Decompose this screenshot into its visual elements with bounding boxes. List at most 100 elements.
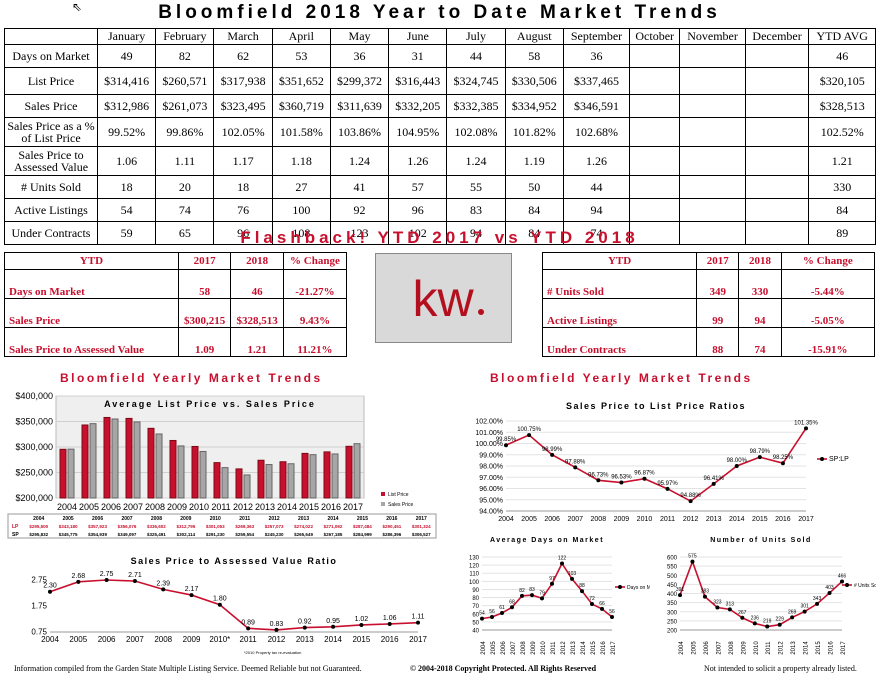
y-tick-label: $400,000 bbox=[15, 391, 53, 401]
table-row: Days on Market 49 82 62 53 36 31 44 58 36 46 bbox=[4, 44, 876, 68]
legend-label: Sales Price bbox=[388, 502, 414, 508]
x-tick-label: 2011 bbox=[660, 516, 675, 523]
x-tick-label: 2015 bbox=[591, 641, 597, 655]
x-tick-label: 2004 bbox=[498, 516, 514, 523]
table-cell: 36 bbox=[329, 44, 390, 68]
table-cell bbox=[629, 146, 681, 176]
compare-row-label: Active Listings bbox=[541, 298, 698, 328]
table-cell bbox=[744, 198, 810, 222]
table-cell: 99.86% bbox=[155, 117, 215, 147]
x-tick-label: 2007 bbox=[126, 635, 144, 644]
compare-header-cell: YTD bbox=[541, 252, 698, 270]
data-label: 56 bbox=[609, 609, 615, 615]
x-tick-label: 2013 bbox=[296, 635, 314, 644]
data-table-lp-value: $357,923 bbox=[88, 524, 107, 529]
data-point bbox=[480, 616, 484, 621]
compare-cell: 349 bbox=[696, 269, 740, 299]
x-tick-label: 2008 bbox=[154, 635, 172, 644]
data-point bbox=[777, 622, 782, 627]
x-tick-label: 2015 bbox=[299, 502, 319, 512]
row-label: Sales Price bbox=[4, 94, 98, 118]
x-tick-label: 2012 bbox=[268, 635, 286, 644]
data-label: 0.83 bbox=[270, 621, 284, 628]
row-label: Sales Price to Assessed Value bbox=[4, 146, 98, 176]
data-point bbox=[752, 621, 757, 626]
compare-table-right: YTD 2017 2018% Change # Units Sold 349 330 -5.… bbox=[541, 252, 876, 357]
compare-row-label: Sales Price to Assessed Value bbox=[4, 327, 179, 357]
data-label: 72 bbox=[589, 596, 595, 602]
data-label: 313 bbox=[726, 601, 735, 607]
compare-row: Under Contracts 88 74 -15.91% bbox=[541, 327, 876, 357]
data-table-lp-value: $301,053 bbox=[206, 524, 225, 529]
x-tick-label: 2004 bbox=[481, 641, 487, 655]
bar-sales-price bbox=[89, 423, 97, 499]
data-table-lp-value: $336,602 bbox=[147, 524, 166, 529]
x-tick-label: 2006 bbox=[501, 641, 507, 655]
data-point bbox=[727, 607, 732, 612]
compare-header-cell: YTD bbox=[4, 252, 179, 270]
data-table-sp-value: $306,527 bbox=[412, 532, 431, 537]
table-row: List Price $314,416 $260,571 $317,938 $351,6… bbox=[4, 67, 876, 95]
compare-header-cell: 2018 bbox=[738, 252, 782, 270]
x-tick-label: 2011 bbox=[766, 641, 772, 655]
y-tick-label: 95.00% bbox=[479, 497, 503, 504]
data-point bbox=[790, 615, 795, 620]
row-label: Days on Market bbox=[4, 44, 98, 68]
bar-list-price bbox=[147, 427, 155, 499]
x-tick-label: 2017 bbox=[409, 635, 427, 644]
table-cell: 1.06 bbox=[96, 146, 157, 176]
data-point bbox=[678, 593, 682, 598]
table-cell bbox=[679, 198, 746, 222]
x-tick-label: 2005 bbox=[691, 641, 697, 655]
table-cell: $324,745 bbox=[446, 67, 506, 95]
x-tick-label: 2011 bbox=[551, 641, 557, 655]
table-cell: $299,372 bbox=[329, 67, 390, 95]
x-tick-label: 2007 bbox=[511, 641, 517, 655]
data-point bbox=[840, 579, 844, 584]
compare-cell: 74 bbox=[738, 327, 782, 357]
data-table-lp-value: $356,076 bbox=[118, 524, 137, 529]
data-table-sp-value: $286,396 bbox=[382, 532, 401, 537]
table-cell bbox=[679, 221, 746, 245]
data-label: 98.00% bbox=[727, 458, 748, 464]
x-tick-label: 2007 bbox=[716, 641, 722, 655]
y-tick-label: 130 bbox=[469, 556, 480, 562]
data-point bbox=[560, 561, 564, 566]
x-tick-label: 2016 bbox=[829, 641, 835, 655]
data-table-sp-value: $295,832 bbox=[29, 532, 48, 537]
days-on-market-chart: Average Days on Market 130 120 110 100 90 80 70… bbox=[469, 537, 650, 655]
y-tick-label: 96.00% bbox=[479, 486, 503, 493]
data-table-sp-value: $302,114 bbox=[177, 532, 196, 537]
data-label: 219 bbox=[763, 619, 772, 625]
table-cell: 54 bbox=[96, 198, 157, 222]
table-row: Sales Price to Assessed Value 1.06 1.11 1.1… bbox=[4, 146, 876, 176]
data-label: 1.02 bbox=[355, 616, 369, 623]
legend-marker bbox=[618, 585, 622, 589]
legend-marker bbox=[845, 583, 849, 587]
data-point bbox=[702, 594, 707, 599]
data-table-lp-value: $274,022 bbox=[294, 524, 313, 529]
data-label: 83 bbox=[529, 587, 535, 593]
compare-cell: 330 bbox=[738, 269, 782, 299]
legend-label: Days on Market bbox=[627, 585, 650, 591]
table-cell: 57 bbox=[388, 175, 448, 199]
x-tick-label: 2011 bbox=[211, 502, 230, 512]
data-table-sp-value: $325,491 bbox=[147, 532, 166, 537]
bar-list-price bbox=[81, 424, 89, 499]
data-label: 95.97% bbox=[657, 481, 678, 487]
header-cell: July bbox=[446, 28, 506, 45]
y-tick-label: $300,000 bbox=[15, 442, 53, 452]
table-cell: 1.19 bbox=[504, 146, 564, 176]
table-cell: $332,385 bbox=[446, 94, 506, 118]
table-cell: 46 bbox=[808, 44, 876, 68]
header-cell: December bbox=[744, 28, 810, 45]
bar-sales-price bbox=[133, 421, 141, 499]
series-line bbox=[505, 427, 807, 503]
y-tick-label: 50 bbox=[472, 620, 479, 626]
table-cell: 330 bbox=[808, 175, 876, 199]
header-cell: March bbox=[213, 28, 273, 45]
x-tick-label: 2015 bbox=[752, 516, 768, 523]
y-tick-label: 1.75 bbox=[31, 602, 47, 611]
data-table-year: 2014 bbox=[327, 516, 338, 522]
table-cell: $323,495 bbox=[213, 94, 273, 118]
